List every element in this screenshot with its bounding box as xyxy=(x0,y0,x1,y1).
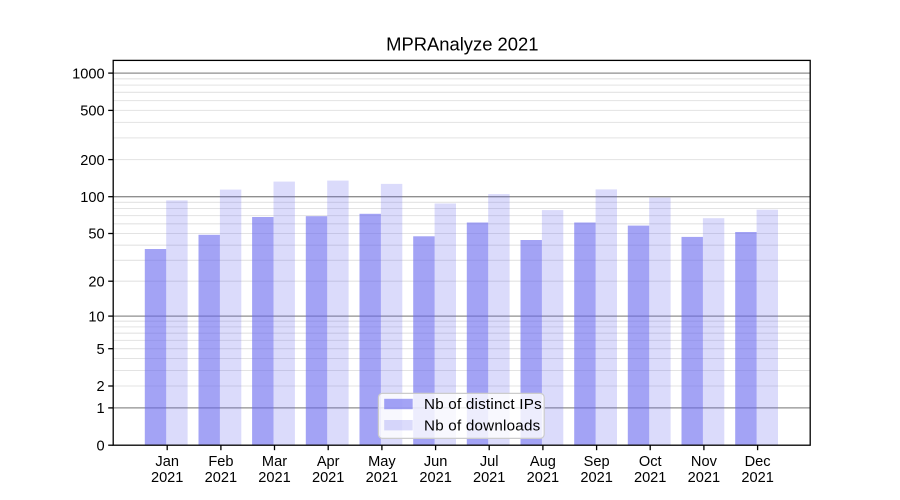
svg-text:Nov: Nov xyxy=(691,454,718,470)
svg-text:2021: 2021 xyxy=(741,470,773,486)
svg-text:1: 1 xyxy=(96,401,104,417)
svg-text:2: 2 xyxy=(96,379,104,395)
svg-text:100: 100 xyxy=(80,190,104,206)
svg-text:2021: 2021 xyxy=(688,470,720,486)
svg-text:2021: 2021 xyxy=(580,470,612,486)
svg-text:200: 200 xyxy=(80,153,104,169)
svg-text:5: 5 xyxy=(96,342,104,358)
svg-text:2021: 2021 xyxy=(205,470,237,486)
svg-text:Dec: Dec xyxy=(745,454,771,470)
svg-text:2021: 2021 xyxy=(634,470,666,486)
svg-text:2021: 2021 xyxy=(366,470,398,486)
svg-text:1000: 1000 xyxy=(72,66,104,82)
svg-text:Oct: Oct xyxy=(639,454,662,470)
svg-text:May: May xyxy=(368,454,396,470)
svg-text:Aug: Aug xyxy=(530,454,556,470)
svg-text:0: 0 xyxy=(96,438,104,454)
svg-text:Nb of distinct IPs: Nb of distinct IPs xyxy=(424,396,542,413)
svg-text:Sep: Sep xyxy=(584,454,610,470)
svg-text:10: 10 xyxy=(88,309,104,325)
svg-text:Mar: Mar xyxy=(262,454,287,470)
svg-text:2021: 2021 xyxy=(151,470,183,486)
svg-text:2021: 2021 xyxy=(473,470,505,486)
svg-text:MPRAnalyze 2021: MPRAnalyze 2021 xyxy=(386,33,538,54)
svg-text:2021: 2021 xyxy=(312,470,344,486)
svg-text:20: 20 xyxy=(88,274,104,290)
svg-text:Jun: Jun xyxy=(424,454,448,470)
svg-text:Feb: Feb xyxy=(208,454,233,470)
svg-text:2021: 2021 xyxy=(258,470,290,486)
svg-text:Nb of downloads: Nb of downloads xyxy=(424,417,541,434)
svg-text:Jul: Jul xyxy=(480,454,499,470)
svg-text:50: 50 xyxy=(88,227,104,243)
svg-text:500: 500 xyxy=(80,104,104,120)
svg-text:Jan: Jan xyxy=(155,454,179,470)
svg-text:2021: 2021 xyxy=(527,470,559,486)
svg-text:Apr: Apr xyxy=(317,454,340,470)
svg-text:2021: 2021 xyxy=(419,470,451,486)
